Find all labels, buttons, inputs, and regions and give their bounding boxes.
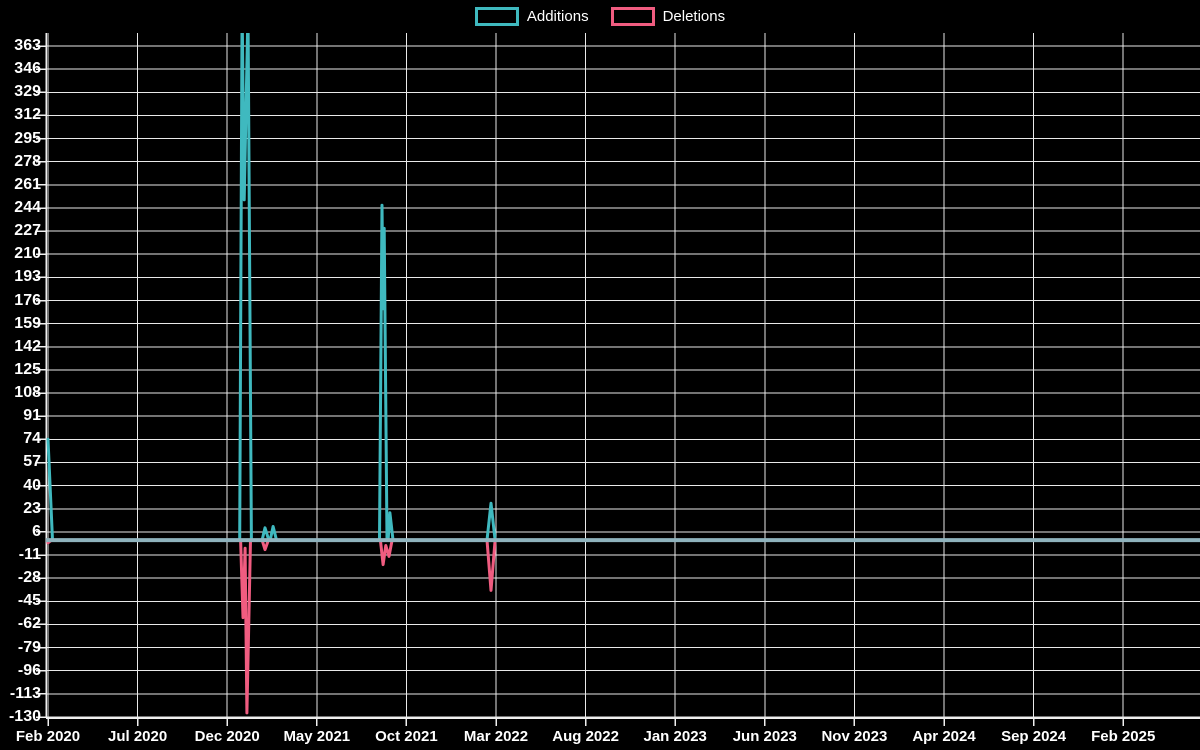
y-axis-tick-label: 125: [14, 360, 41, 378]
x-axis-tick-label: Feb 2025: [1091, 728, 1156, 745]
x-axis-tick-label: Apr 2024: [912, 728, 976, 745]
y-axis-tick-label: 108: [14, 384, 41, 402]
y-axis-tick-label: 312: [14, 106, 41, 124]
x-axis-tick-label: Sep 2024: [1001, 728, 1067, 745]
y-axis-tick-label: 329: [14, 83, 41, 101]
y-axis-tick-label: 227: [14, 222, 41, 240]
y-axis-tick-label: 91: [23, 407, 41, 425]
y-axis-tick-label: -130: [8, 708, 41, 725]
legend-label-additions: Additions: [526, 7, 589, 25]
y-axis-tick-label: 74: [23, 430, 41, 448]
x-axis-tick-label: Feb 2020: [15, 728, 81, 745]
y-axis-tick-label: 40: [23, 476, 41, 494]
legend-item-deletions[interactable]: Deletions: [610, 7, 726, 26]
y-axis-tick-label: -28: [17, 569, 41, 587]
x-axis-tick-label: Mar 2022: [463, 728, 529, 745]
y-axis-tick-label: 261: [14, 175, 41, 193]
additions-swatch-icon: [474, 7, 519, 26]
y-axis-tick-label: -62: [17, 615, 41, 633]
x-axis-tick-label: Jan 2023: [643, 728, 707, 745]
y-axis-tick-label: 23: [23, 499, 41, 517]
y-axis-tick-label: 176: [14, 291, 41, 309]
y-axis-tick-label: 210: [14, 245, 41, 263]
y-axis-tick-label: 193: [14, 268, 41, 286]
y-axis-tick-label: 159: [14, 314, 41, 332]
y-axis-tick-label: 278: [14, 152, 41, 170]
x-axis-tick-label: May 2021: [283, 728, 351, 745]
y-axis-tick-label: -113: [9, 684, 41, 702]
chart-legend: Additions Deletions: [0, 7, 1200, 26]
y-axis-tick-label: 244: [14, 198, 41, 216]
deletions-swatch-icon: [610, 7, 655, 26]
x-axis-tick-label: Jul 2020: [107, 728, 168, 745]
x-axis-tick-label: Jun 2023: [732, 728, 797, 745]
y-axis-tick-label: 363: [14, 37, 41, 54]
y-axis-tick-label: -11: [18, 546, 41, 564]
y-axis-tick-label: 346: [14, 60, 41, 78]
legend-label-deletions: Deletions: [662, 7, 726, 25]
x-axis-tick-label: Dec 2020: [194, 728, 260, 745]
y-axis-tick-label: -96: [17, 661, 41, 679]
y-axis-tick-label: 57: [23, 453, 41, 471]
legend-item-additions[interactable]: Additions: [474, 7, 589, 26]
y-axis-tick-label: -45: [17, 592, 41, 610]
y-axis-tick-label: 142: [14, 337, 41, 355]
x-axis-tick-label: Oct 2021: [375, 728, 438, 745]
y-axis-tick-label: 295: [14, 129, 41, 147]
x-axis-tick-label: Nov 2023: [821, 728, 888, 745]
x-axis-tick-label: Aug 2022: [552, 728, 619, 745]
y-axis-tick-label: -79: [17, 638, 41, 656]
y-axis-tick-label: 6: [32, 522, 41, 540]
